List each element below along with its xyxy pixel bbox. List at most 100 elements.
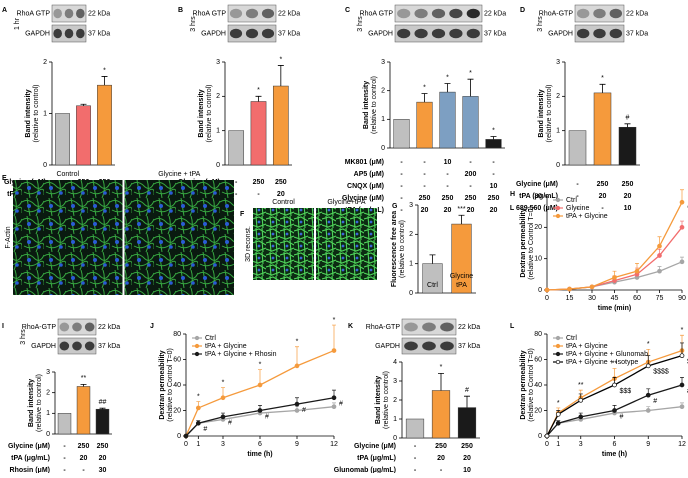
- panel-letter: A: [2, 7, 7, 14]
- blot-row-label: RhoA-GTP: [366, 324, 401, 331]
- blot-size: 37 kDa: [88, 30, 110, 37]
- blot-row-label: RhoA GTP: [193, 10, 227, 17]
- y-tick-label: 30: [534, 193, 542, 200]
- bar: [97, 84, 112, 166]
- blot-row-label: GAPDH: [368, 30, 393, 37]
- x-tick-label: 0: [184, 441, 188, 448]
- error-bar: [421, 93, 428, 103]
- data-point: [294, 363, 300, 369]
- blot-size: 22 kDa: [484, 10, 506, 17]
- data-point: [679, 404, 685, 410]
- legend-label: tPA + Glycine + Glunomab: [566, 351, 648, 358]
- x-tick-label: 12: [330, 441, 338, 448]
- error-bar: [332, 324, 336, 351]
- y-tick-label: 0: [538, 287, 542, 294]
- blot-band: [72, 341, 82, 351]
- blot-time: 3 hrs: [357, 16, 364, 32]
- data-point: [567, 286, 572, 292]
- micrograph: [13, 180, 123, 295]
- data-point: [331, 395, 337, 401]
- legend-label: tPA + Glycine: [566, 343, 608, 350]
- condition-value: -: [63, 455, 66, 462]
- y-tick-label: 1: [216, 128, 220, 135]
- micrograph: [124, 180, 234, 295]
- blot-band: [609, 8, 623, 19]
- condition-value: -: [414, 455, 417, 462]
- condition-value: 250: [419, 195, 431, 202]
- data-point: [555, 420, 561, 426]
- blot-size: 37 kDa: [278, 30, 300, 37]
- blot-band: [64, 8, 74, 19]
- blot-row-label: RhoA GTP: [360, 10, 394, 17]
- legend-marker: [194, 343, 200, 349]
- x-tick-label: 90: [678, 295, 686, 302]
- condition-value: 250: [435, 443, 447, 450]
- condition-value: 250: [461, 443, 473, 450]
- bar: [568, 130, 587, 166]
- error-bar: [467, 78, 474, 97]
- data-point: [634, 268, 640, 274]
- series-line: [185, 397, 335, 437]
- data-point: [645, 363, 651, 369]
- condition-label: Glycine (μM): [516, 181, 558, 188]
- error-bar: [99, 407, 106, 410]
- y-axis-sublabel: (relative to control): [33, 85, 40, 143]
- blot-band: [84, 322, 95, 332]
- data-point: [544, 287, 550, 293]
- blot-row-label: GAPDH: [548, 30, 573, 37]
- y-tick-label: 3: [46, 369, 50, 376]
- blot-band: [59, 322, 70, 332]
- micrograph: [316, 208, 377, 280]
- y-axis-label: Band intensity: [28, 379, 35, 427]
- blot-band: [466, 8, 480, 19]
- bar: [416, 101, 433, 149]
- panel-letter: F: [240, 211, 245, 218]
- bar: [593, 92, 612, 166]
- significance-mark: *: [222, 379, 225, 386]
- y-tick-label: 0: [409, 290, 413, 297]
- image-label: Glycine+tPA: [327, 199, 366, 206]
- condition-label: L 689,560 (μM): [510, 205, 558, 212]
- bar: [55, 113, 70, 166]
- significance-mark: *: [557, 400, 560, 407]
- condition-value: 20: [490, 207, 498, 214]
- error-bar: [464, 395, 470, 408]
- y-tick-label: 0: [177, 433, 181, 440]
- y-tick-label: 3: [556, 59, 560, 66]
- error-bar: [599, 83, 606, 93]
- significance-mark: *: [440, 364, 443, 371]
- blot-size: 22 kDa: [458, 324, 480, 331]
- data-point: [257, 382, 263, 388]
- condition-value: -: [82, 467, 85, 473]
- error-bar: [80, 384, 87, 387]
- x-tick-label: 6: [613, 441, 617, 448]
- y-tick-label: 20: [173, 407, 181, 414]
- condition-value: 250: [78, 443, 90, 450]
- image-side-label: F-Actin: [5, 226, 12, 248]
- data-point: [220, 414, 226, 420]
- legend-marker: [194, 351, 200, 357]
- data-point: [657, 268, 662, 274]
- image-label: Control: [56, 171, 79, 178]
- condition-label: Glycine (μM): [354, 443, 396, 450]
- significance-mark: #: [265, 413, 269, 420]
- condition-label: AP5 (μM): [354, 171, 384, 178]
- blot-size: 37 kDa: [626, 30, 648, 37]
- bar: [95, 408, 110, 435]
- condition-value: 20: [80, 455, 88, 462]
- image-label: Control: [272, 199, 295, 206]
- condition-value: -: [423, 159, 426, 166]
- blot-band: [576, 28, 590, 39]
- image-side-label: 3D reconst.: [245, 226, 252, 262]
- bar: [250, 101, 267, 166]
- condition-value: -: [423, 183, 426, 190]
- y-axis-sublabel: (relative to Control T=0): [528, 206, 535, 280]
- y-axis-sublabel: (relative to control): [546, 85, 553, 143]
- condition-value: 200: [465, 171, 477, 178]
- data-point: [183, 433, 189, 439]
- condition-value: 20: [624, 193, 632, 200]
- series-line: [546, 355, 683, 437]
- significance-mark: *: [469, 70, 472, 77]
- significance-mark: *: [492, 127, 495, 134]
